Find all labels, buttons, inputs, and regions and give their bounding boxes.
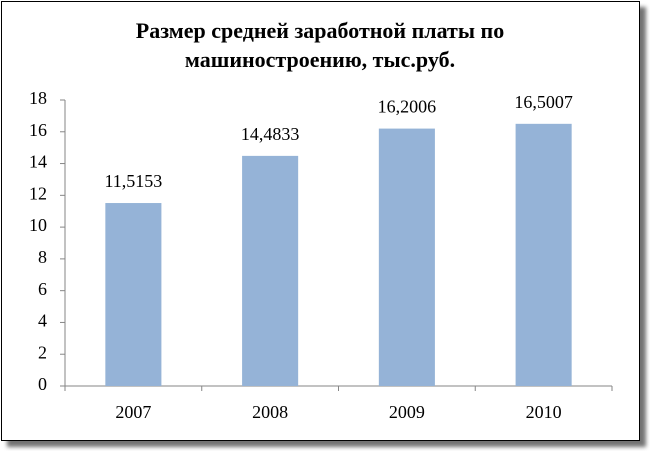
x-tick-label: 2010 (526, 402, 562, 422)
bar (105, 203, 162, 386)
y-tick-label: 4 (38, 311, 47, 331)
y-tick-label: 12 (29, 183, 47, 203)
y-tick-label: 8 (38, 247, 47, 267)
y-tick-label: 10 (29, 215, 47, 235)
value-label: 11,5153 (104, 171, 162, 191)
y-tick-label: 18 (29, 88, 47, 108)
value-label: 14,4833 (241, 124, 300, 144)
bar (378, 128, 435, 387)
chart-title: Размер средней заработной платы по машин… (135, 18, 505, 72)
y-tick-label: 0 (38, 374, 47, 394)
bar (515, 123, 572, 387)
value-label: 16,5007 (514, 92, 573, 112)
y-tick-label: 6 (38, 279, 47, 299)
x-tick-label: 2008 (252, 402, 288, 422)
bar (242, 155, 299, 386)
y-tick-label: 16 (29, 120, 47, 140)
y-tick-label: 2 (38, 342, 47, 362)
x-tick-label: 2007 (115, 402, 151, 422)
value-label: 16,2006 (378, 97, 437, 117)
x-tick-label: 2009 (389, 402, 425, 422)
y-tick-label: 14 (29, 152, 47, 172)
